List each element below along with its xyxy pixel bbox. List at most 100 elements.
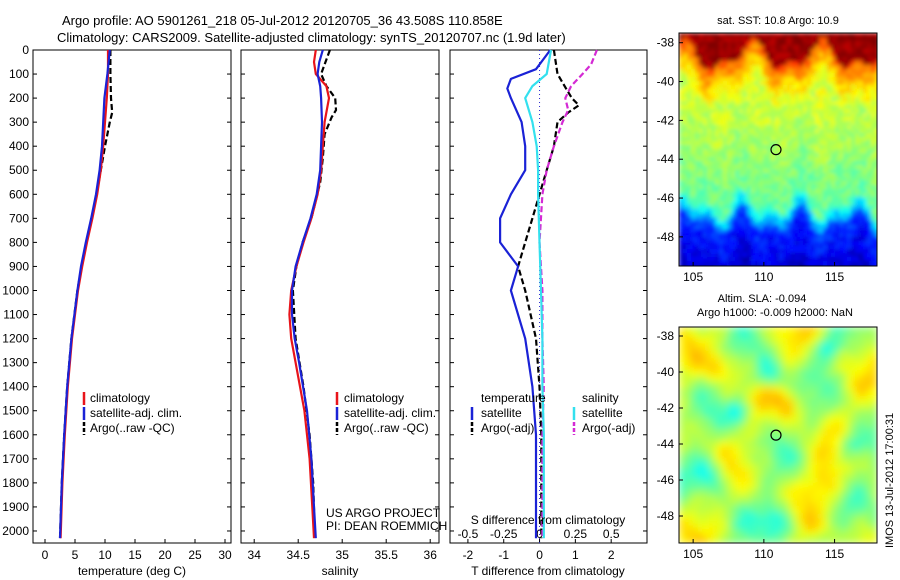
heatmap-cell (803, 161, 808, 166)
heatmap-cell (817, 357, 824, 364)
heatmap-cell (703, 345, 710, 352)
heatmap-cell (859, 495, 866, 502)
heatmap-cell (763, 237, 768, 242)
heatmap-cell (697, 423, 704, 430)
heatmap-cell (827, 77, 832, 82)
heatmap-cell (751, 85, 756, 90)
heatmap-cell (723, 149, 728, 154)
heatmap-cell (841, 411, 848, 418)
heatmap-cell (811, 245, 816, 250)
heatmap-cell (855, 149, 860, 154)
heatmap-cell (759, 241, 764, 246)
heatmap-cell (715, 149, 720, 154)
heatmap-cell (679, 185, 684, 190)
heatmap-cell (851, 117, 856, 122)
heatmap-cell (699, 173, 704, 178)
heatmap-cell (831, 81, 836, 86)
heatmap-cell (691, 61, 696, 66)
heatmap-cell (871, 105, 876, 110)
heatmap-cell (755, 169, 760, 174)
heatmap-cell (763, 69, 768, 74)
heatmap-cell (811, 253, 816, 258)
heatmap-cell (707, 177, 712, 182)
heatmap-cell (781, 399, 788, 406)
heatmap-cell (751, 105, 756, 110)
heatmap-cell (859, 53, 864, 58)
heatmap-cell (715, 441, 722, 448)
heatmap-cell (759, 237, 764, 242)
heatmap-cell (803, 41, 808, 46)
heatmap-cell (683, 153, 688, 158)
heatmap-cell (795, 113, 800, 118)
heatmap-cell (791, 37, 796, 42)
heatmap-cell (751, 37, 756, 42)
heatmap-cell (847, 173, 852, 178)
heatmap-cell (799, 221, 804, 226)
heatmap-cell (775, 61, 780, 66)
heatmap-cell (769, 483, 776, 490)
heatmap-cell (719, 209, 724, 214)
heatmap-cell (863, 45, 868, 50)
heatmap-cell (763, 185, 768, 190)
heatmap-cell (855, 177, 860, 182)
heatmap-cell (715, 261, 720, 266)
heatmap-cell (847, 393, 854, 400)
heatmap-cell (817, 483, 824, 490)
heatmap-cell (715, 393, 722, 400)
heatmap-cell (831, 57, 836, 62)
heatmap-cell (763, 257, 768, 262)
heatmap-cell (815, 49, 820, 54)
heatmap-cell (871, 405, 877, 412)
depth-axis: 0100200300400500600700800900100011001200… (2, 43, 231, 538)
heatmap-cell (743, 73, 748, 78)
heatmap-cell (867, 169, 872, 174)
heatmap-cell (875, 157, 877, 162)
heatmap-cell (847, 109, 852, 114)
heatmap-cell (855, 129, 860, 134)
heatmap-cell (867, 233, 872, 238)
heatmap-cell (799, 165, 804, 170)
heatmap-cell (827, 57, 832, 62)
heatmap-cell (703, 229, 708, 234)
heatmap-cell (699, 245, 704, 250)
heatmap-cell (811, 133, 816, 138)
heatmap-cell (731, 165, 736, 170)
heatmap-cell (685, 537, 692, 543)
heatmap-cell (843, 169, 848, 174)
heatmap-cell (823, 137, 828, 142)
heatmap-cell (815, 237, 820, 242)
heatmap-cell (799, 241, 804, 246)
heatmap-cell (823, 465, 830, 472)
heatmap-cell (875, 253, 877, 258)
heatmap-cell (829, 537, 836, 543)
heatmap-cell (787, 375, 794, 382)
heatmap-cell (853, 387, 860, 394)
heatmap-cell (703, 213, 708, 218)
heatmap-cell (775, 173, 780, 178)
heatmap-cell (859, 113, 864, 118)
heatmap-cell (835, 507, 842, 514)
heatmap-cell (695, 81, 700, 86)
heatmap-cell (715, 399, 722, 406)
heatmap-cell (747, 241, 752, 246)
heatmap-cell (739, 507, 746, 514)
heatmap-cell (811, 507, 818, 514)
heatmap-cell (811, 85, 816, 90)
heatmap-cell (775, 465, 782, 472)
heatmap-cell (767, 193, 772, 198)
heatmap-cell (795, 213, 800, 218)
heatmap-cell (679, 93, 684, 98)
heatmap-cell (811, 495, 818, 502)
heatmap-cell (839, 113, 844, 118)
heatmap-cell (695, 85, 700, 90)
heatmap-cell (851, 65, 856, 70)
heatmap-cell (767, 149, 772, 154)
heatmap-cell (853, 423, 860, 430)
heatmap-cell (841, 513, 848, 520)
heatmap-cell (703, 221, 708, 226)
heatmap-cell (867, 41, 872, 46)
heatmap-cell (739, 261, 744, 266)
heatmap-cell (855, 141, 860, 146)
s-difference-xlabel: S difference from climatology (471, 513, 626, 527)
heatmap-cell (843, 121, 848, 126)
